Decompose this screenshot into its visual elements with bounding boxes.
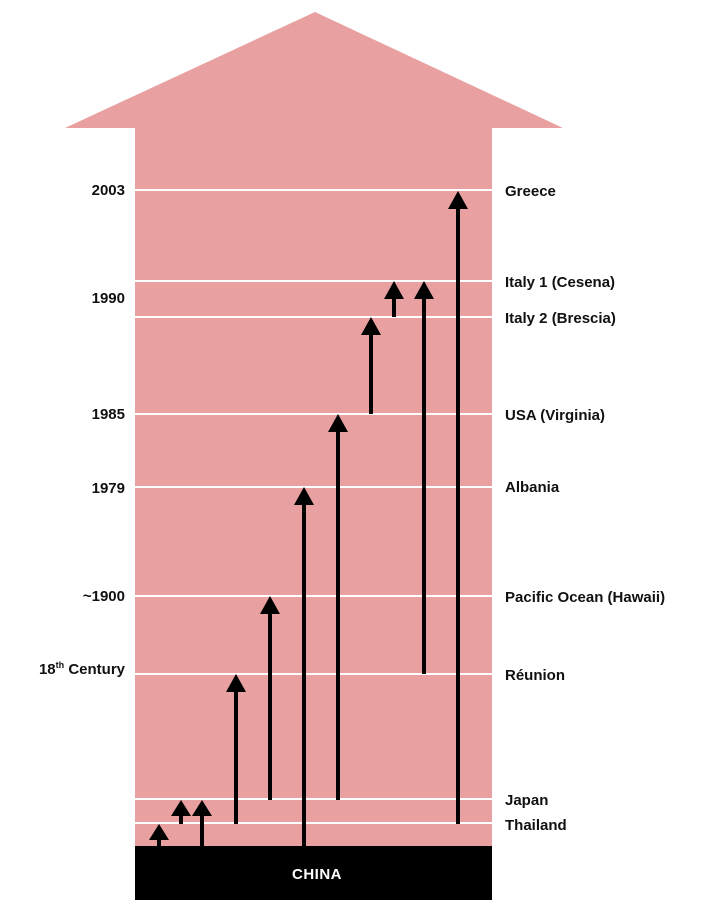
arrow-hawaii-level	[260, 596, 280, 800]
place-label-usa: USA (Virginia)	[505, 407, 605, 424]
arrow-italy-2-level	[361, 317, 381, 414]
year-label: 1990	[92, 290, 125, 307]
arrow-japan-a	[171, 800, 191, 824]
century-word: Century	[64, 661, 126, 678]
place-label-italy-2: Italy 2 (Brescia)	[505, 310, 616, 327]
place-label-greece: Greece	[505, 183, 556, 200]
century-number: 18	[39, 661, 56, 678]
place-labels: Greece Italy 1 (Cesena) Italy 2 (Brescia…	[505, 183, 665, 834]
arrow-italy-1-long	[414, 281, 434, 674]
year-labels: 2003 1990 1985 1979 ~1900 18th Century	[39, 182, 126, 678]
place-label-albania: Albania	[505, 479, 560, 496]
place-label-hawaii: Pacific Ocean (Hawaii)	[505, 589, 665, 606]
year-label: ~1900	[83, 588, 125, 605]
arrow-reunion-level	[226, 674, 246, 824]
year-label: 1979	[92, 480, 125, 497]
china-base-bar	[135, 846, 492, 900]
arrow-usa-level	[328, 414, 348, 800]
place-label-thailand: Thailand	[505, 817, 567, 834]
year-label: 1985	[92, 406, 125, 423]
big-arrow-shape	[65, 12, 563, 848]
place-label-reunion: Réunion	[505, 667, 565, 684]
arrow-thailand-a	[149, 824, 169, 846]
arrow-italy-1-short	[384, 281, 404, 317]
level-lines	[135, 189, 492, 824]
place-label-italy-1: Italy 1 (Cesena)	[505, 274, 615, 291]
arrow-greece-level	[448, 191, 468, 824]
china-label: CHINA	[292, 866, 342, 883]
arrow-albania-level	[294, 487, 314, 846]
spread-arrows	[149, 191, 468, 846]
year-label-century: 18th Century	[39, 660, 126, 678]
place-label-japan: Japan	[505, 792, 548, 809]
century-superscript: th	[56, 660, 65, 670]
year-label: 2003	[92, 182, 125, 199]
arrow-japan-b	[192, 800, 212, 846]
